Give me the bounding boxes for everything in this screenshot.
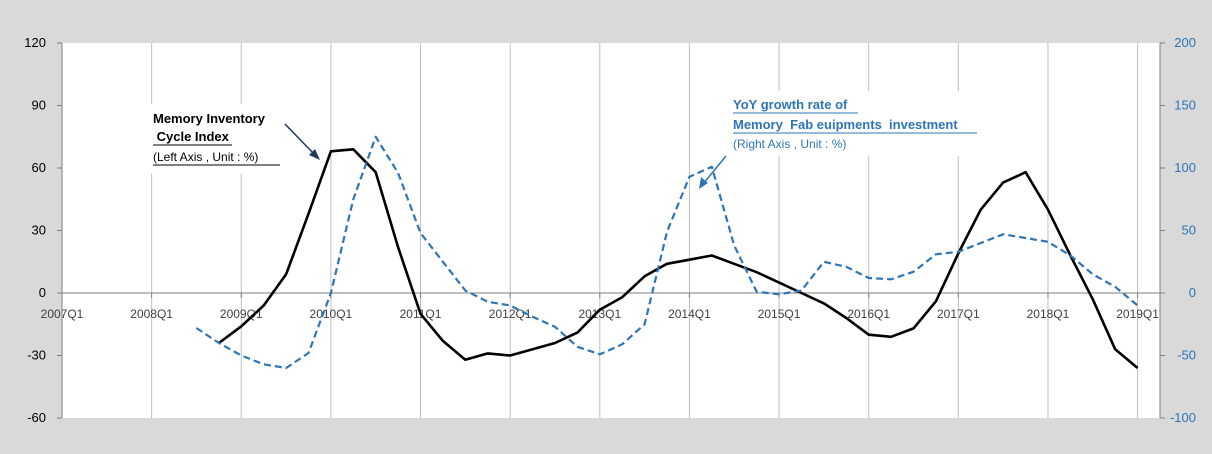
left-tick-label: 0 [39, 285, 46, 300]
memory-index-label-line2: Cycle Index [153, 129, 230, 144]
memory-index-label-line1: Memory Inventory [153, 111, 266, 126]
memory-index-arrowhead [309, 149, 320, 160]
x-tick-label: 2017Q1 [937, 307, 980, 321]
x-tick-label: 2008Q1 [130, 307, 173, 321]
x-tick-label: 2013Q1 [578, 307, 621, 321]
right-tick-label: -100 [1170, 410, 1196, 425]
memory-index-line [218, 148, 1139, 369]
right-tick-label: 100 [1174, 160, 1196, 175]
fab-investment-arrow [702, 155, 727, 185]
x-tick-label: 2012Q1 [489, 307, 532, 321]
fab-investment-label-line2: Memory Fab euipments investment [733, 117, 958, 132]
fab-investment-label-unit: (Right Axis , Unit : %) [733, 137, 846, 151]
x-tick-label: 2014Q1 [668, 307, 711, 321]
right-tick-label: 0 [1189, 285, 1196, 300]
memory-index-arrow [284, 123, 317, 157]
x-tick-label: 2018Q1 [1027, 307, 1070, 321]
right-tick-label: 150 [1174, 98, 1196, 113]
left-tick-label: -30 [27, 348, 46, 363]
left-tick-label: 60 [32, 160, 46, 175]
x-tick-label: 2015Q1 [758, 307, 801, 321]
left-tick-label: 90 [32, 98, 46, 113]
right-tick-label: 50 [1182, 223, 1196, 238]
left-tick-label: 30 [32, 223, 46, 238]
fab-investment-label-line1: YoY growth rate of [733, 97, 848, 112]
right-tick-label: 200 [1174, 35, 1196, 50]
fab-investment-label: YoY growth rate of Memory Fab euipments … [699, 91, 1008, 189]
memory-index-label-unit: (Left Axis , Unit : %) [153, 150, 258, 164]
memory-index-label: Memory Inventory Cycle Index (Left Axis … [148, 104, 320, 174]
fab-investment-arrowhead [699, 177, 708, 189]
fab-investment-line [195, 135, 1139, 370]
right-tick-label: -50 [1177, 348, 1196, 363]
x-tick-label: 2019Q1 [1116, 307, 1159, 321]
x-tick-label: 2010Q1 [310, 307, 353, 321]
left-tick-label: 120 [24, 35, 46, 50]
x-tick-label: 2016Q1 [847, 307, 890, 321]
x-tick-label: 2009Q1 [220, 307, 263, 321]
series [195, 135, 1139, 370]
left-tick-label: -60 [27, 410, 46, 425]
